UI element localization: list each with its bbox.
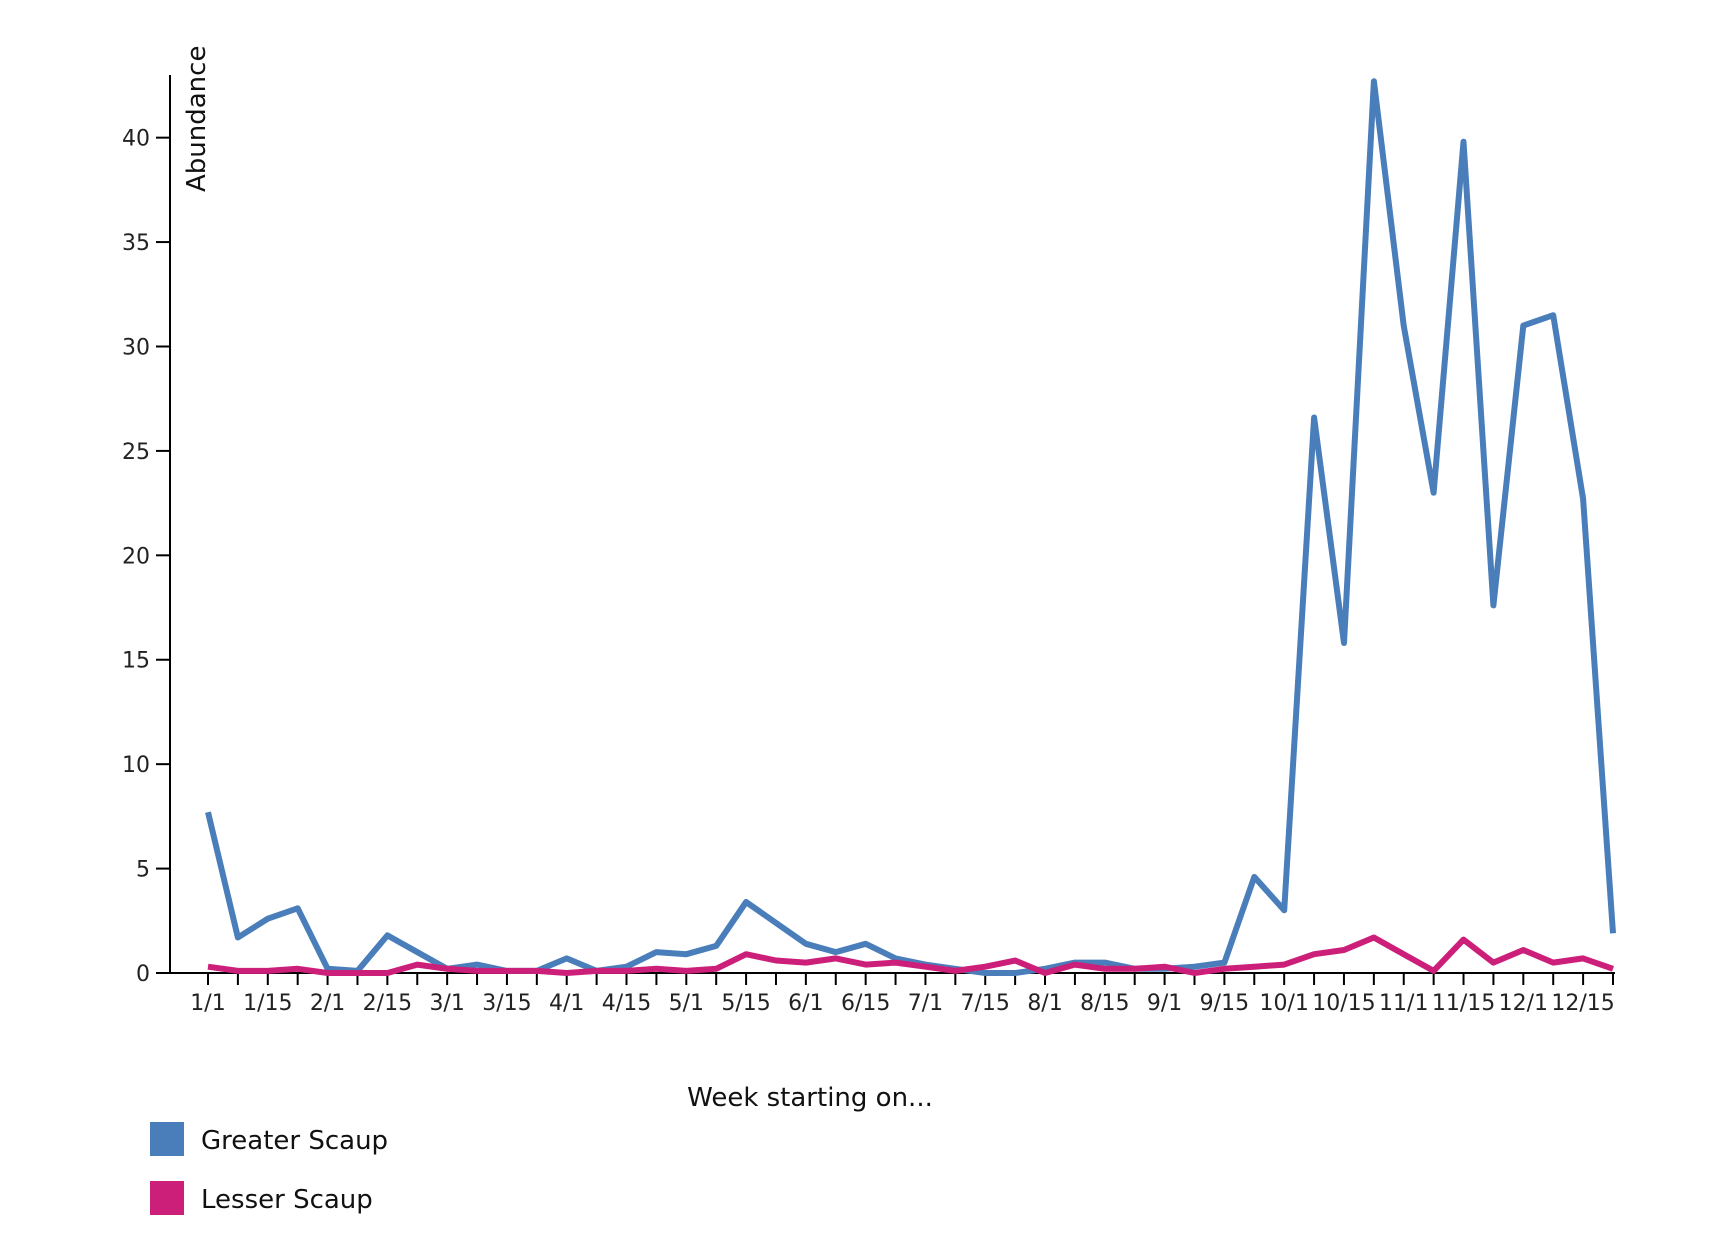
x-tick-label: 6/15 bbox=[841, 991, 890, 1016]
x-tick-label: 11/1 bbox=[1379, 991, 1428, 1016]
legend: Greater Scaup Lesser Scaup bbox=[150, 1122, 388, 1215]
y-tick-label: 5 bbox=[136, 858, 150, 883]
x-tick-label: 8/1 bbox=[1027, 991, 1062, 1016]
x-axis: 1/1 1/15 2/1 2/15 3/1 3/15 4/1 4/15 5/1 5/15 6/1 6/… bbox=[170, 972, 1615, 1016]
legend-swatch bbox=[150, 1181, 184, 1215]
x-tick-label: 9/15 bbox=[1200, 991, 1249, 1016]
series-layer bbox=[205, 78, 1616, 976]
legend-swatch bbox=[150, 1122, 184, 1156]
legend-label: Greater Scaup bbox=[201, 1126, 388, 1156]
y-tick-label: 35 bbox=[122, 231, 150, 256]
x-tick-label: 3/1 bbox=[429, 991, 464, 1016]
x-tick-label: 12/1 bbox=[1499, 991, 1548, 1016]
y-axis-title: Abundance bbox=[182, 46, 212, 192]
x-tick-label: 11/15 bbox=[1432, 991, 1495, 1016]
x-tick-label: 6/1 bbox=[788, 991, 823, 1016]
y-tick-label: 0 bbox=[136, 962, 150, 987]
y-tick-label: 40 bbox=[122, 127, 150, 152]
x-tick-label: 5/15 bbox=[721, 991, 770, 1016]
x-tick-label: 1/1 bbox=[190, 991, 225, 1016]
x-tick-label: 9/1 bbox=[1147, 991, 1182, 1016]
y-tick-label: 20 bbox=[122, 544, 150, 569]
x-tick-label: 1/15 bbox=[243, 991, 292, 1016]
x-tick-label: 2/1 bbox=[310, 991, 345, 1016]
y-tick-label: 15 bbox=[122, 649, 150, 674]
x-tick-label: 4/15 bbox=[602, 991, 651, 1016]
x-tick-label: 3/15 bbox=[482, 991, 531, 1016]
y-axis: 0 5 10 15 20 25 30 35 40 bbox=[122, 75, 171, 987]
x-tick-label: 7/1 bbox=[908, 991, 943, 1016]
x-tick-label: 5/1 bbox=[669, 991, 704, 1016]
x-axis-title: Week starting on... bbox=[687, 1083, 933, 1113]
y-tick-label: 30 bbox=[122, 335, 150, 360]
x-tick-label: 8/15 bbox=[1080, 991, 1129, 1016]
y-tick-label: 25 bbox=[122, 440, 150, 465]
y-tick-label: 10 bbox=[122, 753, 150, 778]
x-tick-label: 10/1 bbox=[1259, 991, 1308, 1016]
series-line-lesser-scaup bbox=[207, 934, 1614, 976]
x-tick-label: 12/15 bbox=[1551, 991, 1614, 1016]
x-tick-label: 2/15 bbox=[363, 991, 412, 1016]
x-tick-label: 10/15 bbox=[1312, 991, 1375, 1016]
series-line-greater-scaup bbox=[205, 78, 1616, 976]
x-tick-label: 4/1 bbox=[549, 991, 584, 1016]
x-tick-label: 7/15 bbox=[961, 991, 1010, 1016]
legend-label: Lesser Scaup bbox=[201, 1185, 373, 1215]
